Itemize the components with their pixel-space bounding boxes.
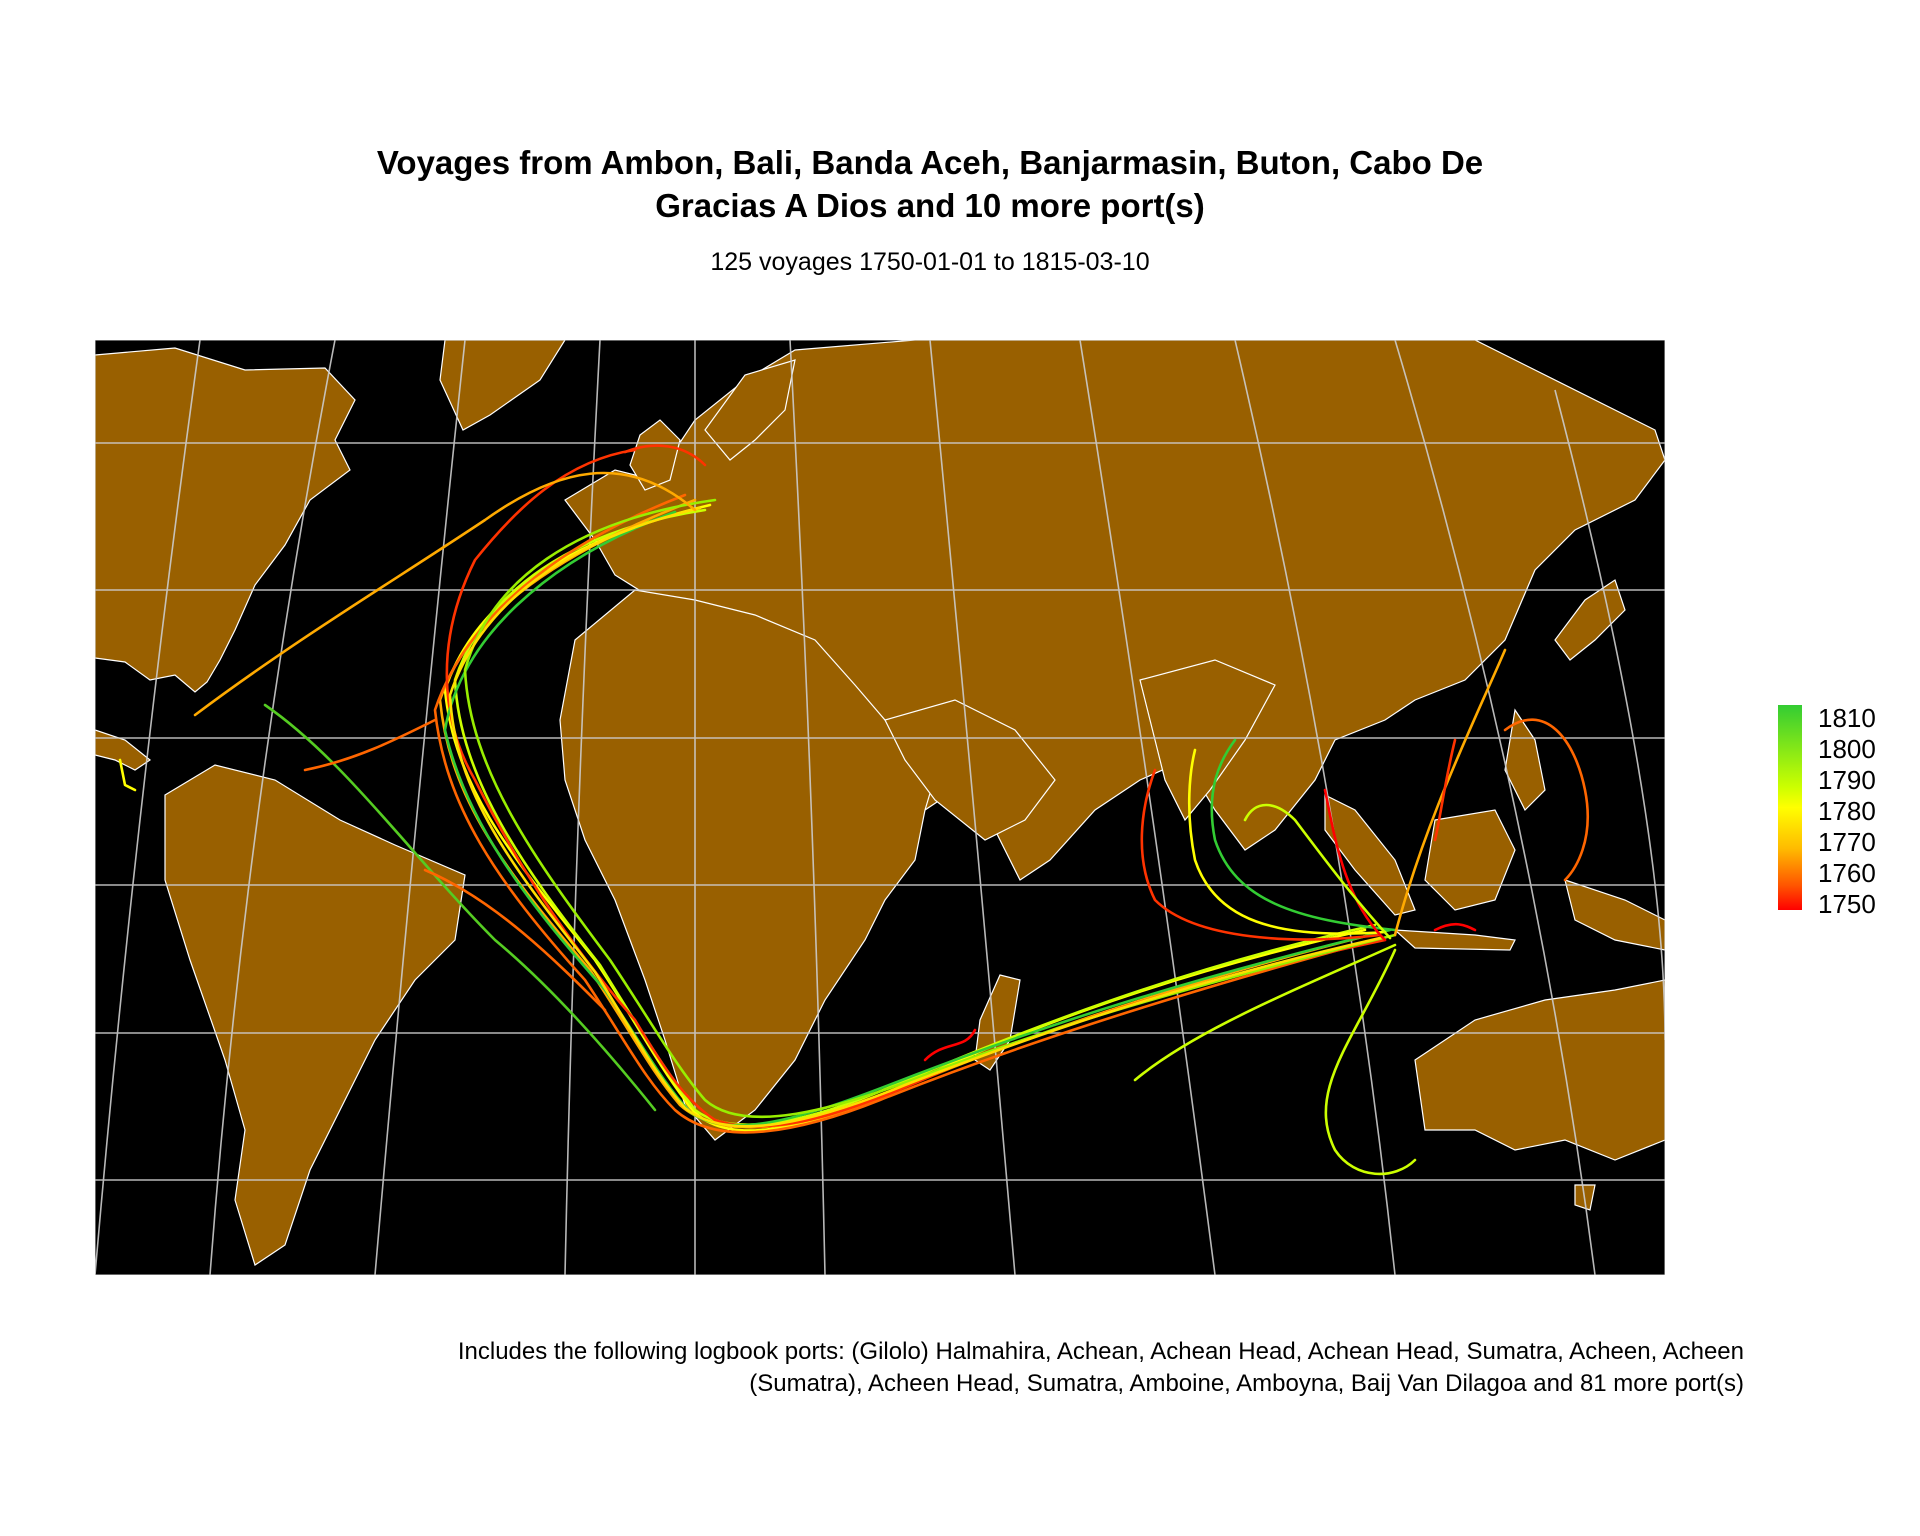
land-philippines bbox=[1504, 708, 1546, 812]
voyage-track bbox=[1393, 648, 1507, 937]
land-masses bbox=[95, 340, 1665, 1266]
legend-label: 1800 bbox=[1818, 734, 1876, 764]
legend-label: 1750 bbox=[1818, 889, 1876, 919]
land-australia bbox=[1414, 979, 1665, 1161]
land-java bbox=[1393, 929, 1516, 951]
voyage-track bbox=[1140, 768, 1382, 941]
voyage-track bbox=[448, 506, 1382, 1128]
land-british-isles bbox=[629, 419, 681, 491]
world-map bbox=[95, 340, 1665, 1275]
voyage-track bbox=[923, 1028, 977, 1062]
year-legend: 1810 1800 1790 1780 1770 1760 1750 bbox=[1778, 702, 1918, 917]
caption-line-2: (Sumatra), Acheen Head, Sumatra, Amboine… bbox=[749, 1370, 1744, 1397]
voyage-tracks bbox=[118, 444, 1590, 1176]
voyage-track bbox=[1503, 718, 1590, 882]
chart-title-line-2: Gracias A Dios and 10 more port(s) bbox=[655, 187, 1205, 224]
voyage-track bbox=[1210, 738, 1397, 932]
voyage-track bbox=[433, 493, 1377, 1134]
legend-label: 1760 bbox=[1818, 858, 1876, 888]
chart-title-line-1: Voyages from Ambon, Bali, Banda Aceh, Ba… bbox=[376, 144, 1484, 181]
land-north-america bbox=[95, 347, 356, 693]
legend-label: 1780 bbox=[1818, 796, 1876, 826]
voyage-track bbox=[1433, 922, 1477, 932]
voyage-track bbox=[193, 471, 697, 717]
voyage-track bbox=[303, 718, 437, 772]
voyage-track bbox=[118, 758, 137, 792]
voyage-track bbox=[1187, 748, 1387, 935]
voyage-track bbox=[443, 510, 1392, 1127]
land-india bbox=[1139, 659, 1276, 822]
land-japan bbox=[1554, 579, 1626, 661]
voyage-track bbox=[623, 444, 707, 467]
land-central-america bbox=[95, 729, 152, 771]
voyage-track bbox=[1433, 738, 1457, 842]
voyage-track bbox=[1133, 943, 1397, 1082]
chart-subtitle: 125 voyages 1750-01-01 to 1815-03-10 bbox=[710, 248, 1150, 276]
land-greenland bbox=[439, 340, 566, 431]
voyage-track bbox=[1243, 803, 1392, 940]
voyage-track bbox=[1323, 788, 1387, 942]
land-new-guinea bbox=[1564, 879, 1665, 951]
voyage-track bbox=[423, 868, 607, 1012]
land-scandinavia bbox=[704, 359, 796, 461]
legend-color-bar bbox=[1778, 705, 1802, 910]
legend-label: 1810 bbox=[1818, 703, 1876, 733]
legend-label: 1790 bbox=[1818, 765, 1876, 795]
caption-line-1: Includes the following logbook ports: (G… bbox=[457, 1338, 1744, 1365]
land-south-america bbox=[164, 764, 466, 1266]
graticule bbox=[95, 340, 1665, 1275]
voyage-track bbox=[1324, 948, 1417, 1176]
legend-label: 1770 bbox=[1818, 827, 1876, 857]
